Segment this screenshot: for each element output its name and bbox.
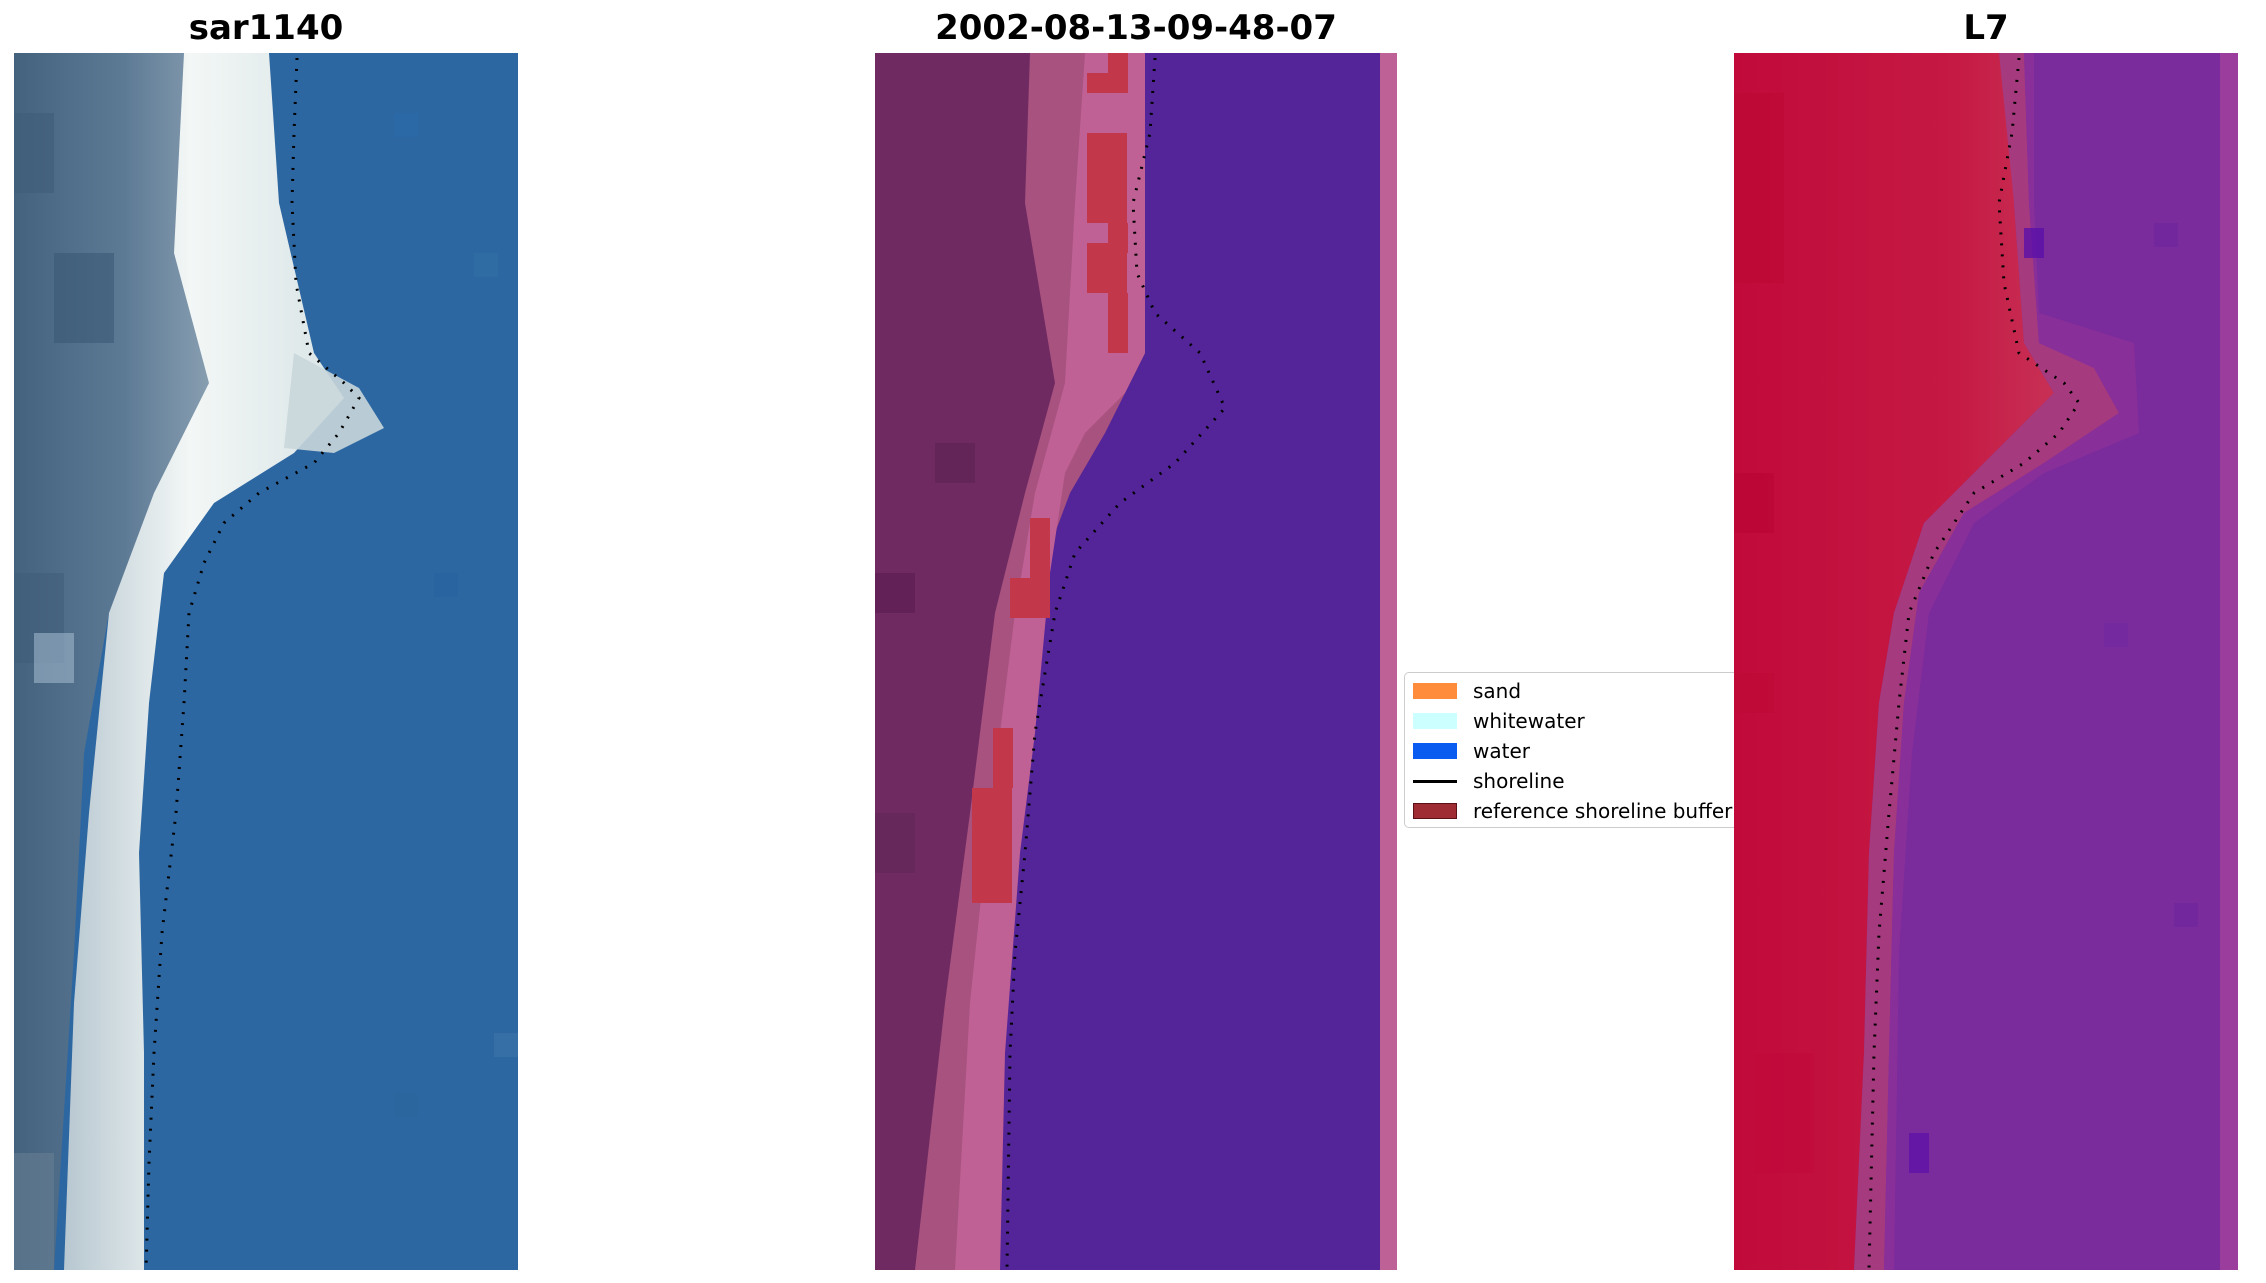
classified-image <box>875 53 1397 1270</box>
legend: sand whitewater water shoreline referenc… <box>1404 672 1734 828</box>
legend-item-whitewater: whitewater <box>1413 709 1585 733</box>
rgb-image <box>14 53 518 1270</box>
panel-title-mndwi: L7 <box>1963 8 2009 48</box>
shoreline-dots-classified <box>1005 57 1227 1270</box>
panel-title-classified: 2002-08-13-09-48-07 <box>935 8 1337 48</box>
legend-item-water: water <box>1413 739 1530 763</box>
buffer-swatch <box>1413 803 1457 819</box>
legend-item-shoreline: shoreline <box>1413 769 1565 793</box>
whitewater-swatch <box>1413 713 1457 729</box>
water-swatch <box>1413 743 1457 759</box>
shoreline-dots-mndwi <box>1867 57 2081 1270</box>
legend-item-sand: sand <box>1413 679 1521 703</box>
legend-label: shoreline <box>1473 769 1565 793</box>
legend-label: water <box>1473 739 1530 763</box>
legend-item-reference-buffer: reference shoreline buffer <box>1413 799 1732 823</box>
sand-swatch <box>1413 683 1457 699</box>
legend-label: sand <box>1473 679 1522 703</box>
legend-label: reference shoreline buffer <box>1473 799 1733 823</box>
mndwi-image <box>1734 53 2238 1270</box>
shoreline-dots-rgb <box>144 57 361 1270</box>
panel-title-rgb: sar1140 <box>188 8 344 48</box>
legend-label: whitewater <box>1473 709 1585 733</box>
shoreline-line-marker <box>1413 779 1457 783</box>
